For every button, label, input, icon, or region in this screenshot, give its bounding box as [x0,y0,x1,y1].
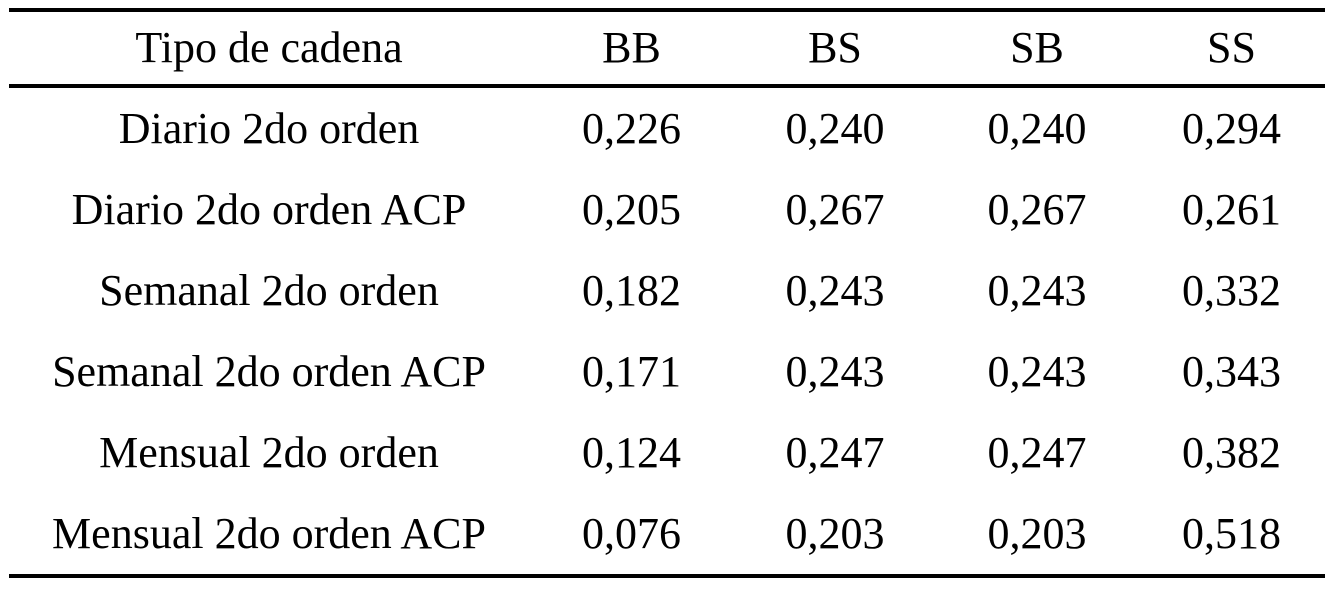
cell-value: 0,294 [1182,103,1281,153]
cell-value: 0,243 [987,265,1087,315]
column-header-label: Tipo de cadena [9,12,529,88]
cell-value: 0,247 [785,427,885,477]
cell-value: 0,518 [1182,508,1281,558]
table-row: Mensual 2do orden ACP 0,076 0,203 0,203 0,51… [9,493,1325,574]
cell-value: 0,203 [987,508,1087,558]
table-row: Mensual 2do orden 0,124 0,247 0,247 0,382 [9,412,1325,493]
column-header: SB [936,12,1138,88]
header-row: Tipo de cadena BB BS SB SS [9,12,1325,88]
column-header: BS [734,12,936,88]
cell-value: 0,240 [785,103,885,153]
table-row: Semanal 2do orden ACP 0,171 0,243 0,243 0,34… [9,331,1325,412]
row-label: Diario 2do orden ACP [71,184,467,234]
cell-value: 0,267 [785,184,885,234]
cell-value: 0,243 [785,346,885,396]
cell-value: 0,261 [1182,184,1281,234]
table-row: Semanal 2do orden 0,182 0,243 0,243 0,332 [9,250,1325,331]
row-label: Semanal 2do orden [99,265,439,315]
row-label: Diario 2do orden [118,103,420,153]
cell-value: 0,243 [785,265,885,315]
cell-value: 0,226 [582,103,681,153]
cell-value: 0,382 [1182,427,1281,477]
column-header: SS [1138,12,1325,88]
cell-value: 0,182 [582,265,681,315]
cell-value: 0,076 [582,508,681,558]
cell-value: 0,203 [785,508,885,558]
cell-value: 0,243 [987,346,1087,396]
table-body: Diario 2do orden 0,226 0,240 0,240 0,294 Diar… [9,88,1325,574]
table-row: Diario 2do orden ACP 0,205 0,267 0,267 0,261 [9,169,1325,250]
results-table: Tipo de cadena BB BS SB SS Diario 2do orden 0… [9,8,1325,578]
cell-value: 0,267 [987,184,1087,234]
table-header: Tipo de cadena BB BS SB SS [9,12,1325,88]
cell-value: 0,171 [582,346,681,396]
cell-value: 0,240 [987,103,1087,153]
cell-value: 0,124 [582,427,681,477]
row-label: Semanal 2do orden ACP [52,346,486,396]
column-header: BB [529,12,734,88]
table-row: Diario 2do orden 0,226 0,240 0,240 0,294 [9,88,1325,169]
cell-value: 0,205 [582,184,681,234]
cell-value: 0,247 [987,427,1087,477]
cell-value: 0,343 [1182,346,1281,396]
row-label: Mensual 2do orden ACP [52,508,486,558]
cell-value: 0,332 [1182,265,1281,315]
row-label: Mensual 2do orden [99,427,439,477]
